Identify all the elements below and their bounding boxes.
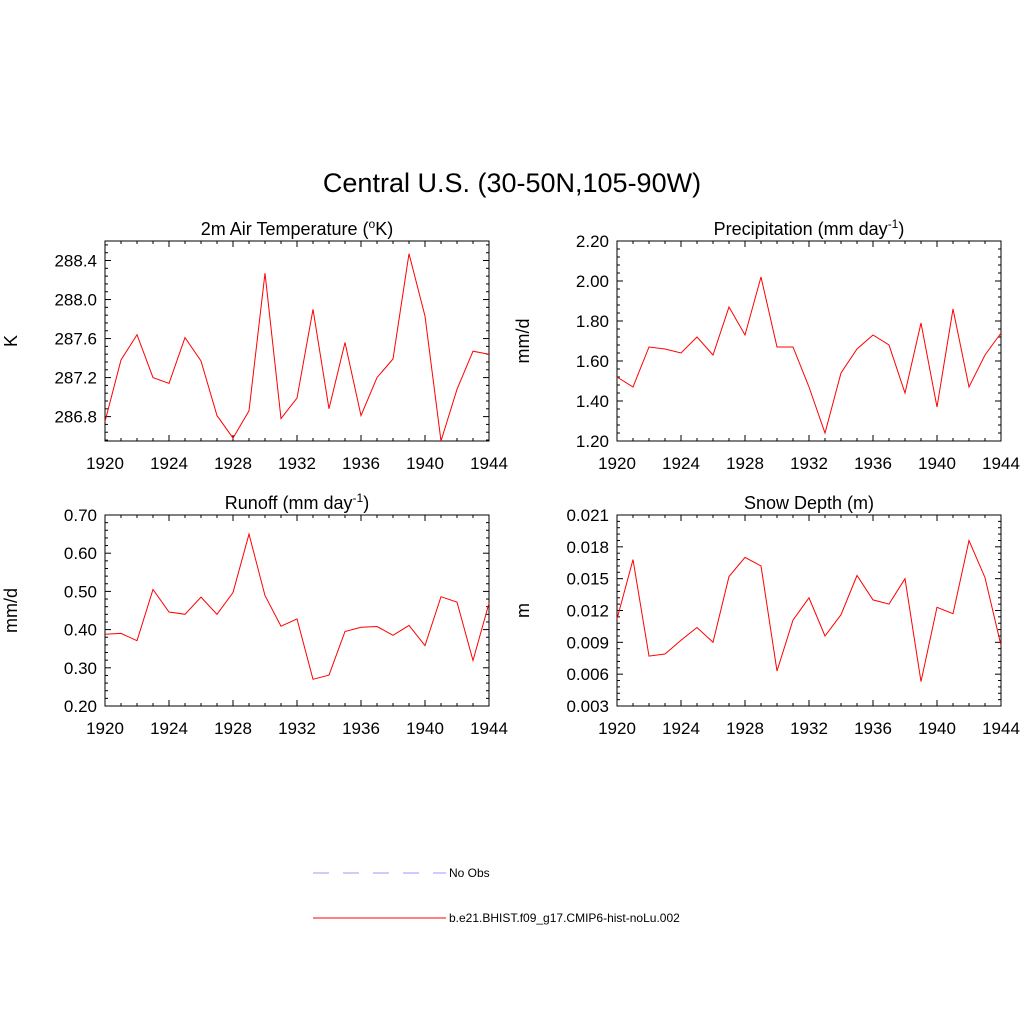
panel-title-superscript: -1 — [353, 491, 364, 505]
y-tick-label: 0.60 — [64, 544, 97, 563]
x-tick-label: 1936 — [342, 719, 380, 738]
panel-title-superscript: -1 — [888, 217, 899, 231]
y-tick-label: 1.60 — [576, 352, 609, 371]
y-axis-label: mm/d — [513, 319, 533, 364]
plot-frame — [104, 514, 490, 707]
y-tick-label: 1.20 — [576, 432, 609, 451]
panel-4: 1920 1924 1928 1932 1936 1940 1944 0.003 0.006 0.… — [513, 493, 1020, 738]
y-tick-label: 288.4 — [54, 252, 97, 271]
legend-label: No Obs — [449, 866, 490, 880]
x-tick-label: 1932 — [278, 454, 316, 473]
y-tick-label: 0.015 — [566, 570, 609, 589]
plot-frame — [616, 514, 1002, 707]
y-tick-label: 1.40 — [576, 392, 609, 411]
x-tick-label: 1924 — [150, 719, 188, 738]
y-tick-label: 287.6 — [54, 330, 97, 349]
y-axis-label: K — [1, 335, 21, 347]
y-tick-label: 2.20 — [576, 232, 609, 251]
panel-title-text: 2m Air Temperature ( — [201, 219, 369, 239]
y-tick-label: 286.8 — [54, 408, 97, 427]
panel-title-text: Snow Depth (m) — [744, 493, 874, 513]
y-tick-label: 2.00 — [576, 272, 609, 291]
x-tick-label: 1928 — [214, 719, 252, 738]
y-tick-label: 0.006 — [566, 665, 609, 684]
panel-title-text: Runoff (mm day — [225, 493, 353, 513]
series-line — [616, 276, 1002, 435]
panel-3: 1920 1924 1928 1932 1936 1940 1944 0.20 0.30 0.40… — [1, 491, 508, 738]
series-line — [104, 253, 490, 442]
x-tick-label: 1940 — [918, 719, 956, 738]
panel-title-text: Precipitation (mm day — [714, 219, 888, 239]
y-tick-label: 0.20 — [64, 697, 97, 716]
x-tick-label: 1928 — [726, 454, 764, 473]
x-tick-label: 1928 — [726, 719, 764, 738]
y-tick-label: 0.012 — [566, 602, 609, 621]
x-tick-label: 1928 — [214, 454, 252, 473]
x-tick-label: 1936 — [854, 719, 892, 738]
plot-frame — [104, 240, 490, 442]
x-tick-label: 1920 — [598, 719, 636, 738]
y-tick-label: 0.003 — [566, 697, 609, 716]
x-tick-label: 1940 — [406, 719, 444, 738]
x-tick-label: 1920 — [86, 454, 124, 473]
panel-title: 2m Air Temperature (oK) — [201, 217, 393, 239]
y-tick-label: 0.70 — [64, 506, 97, 525]
y-tick-label: 1.80 — [576, 312, 609, 331]
y-tick-label: 0.018 — [566, 538, 609, 557]
y-tick-label: 0.30 — [64, 659, 97, 678]
panel-title-suffix: ) — [363, 493, 369, 513]
panel-1: 1920 1924 1928 1932 1936 1940 1944 286.8 287.2 28… — [1, 217, 508, 473]
y-tick-label: 0.009 — [566, 633, 609, 652]
figure-title: Central U.S. (30-50N,105-90W) — [322, 168, 702, 198]
x-tick-label: 1936 — [342, 454, 380, 473]
y-tick-label: 0.021 — [566, 506, 609, 525]
x-tick-label: 1924 — [150, 454, 188, 473]
y-tick-label: 288.0 — [54, 291, 97, 310]
panel-title: Runoff (mm day-1) — [225, 491, 369, 513]
x-tick-label: 1936 — [854, 454, 892, 473]
x-tick-label: 1924 — [662, 454, 700, 473]
panel-title-superscript: o — [369, 217, 376, 231]
series-line — [104, 532, 490, 680]
panel-title: Precipitation (mm day-1) — [714, 217, 905, 239]
x-tick-label: 1944 — [982, 719, 1020, 738]
panel-title: Snow Depth (m) — [744, 493, 874, 513]
y-axis-label: m — [513, 603, 533, 618]
plot-frame — [616, 240, 1002, 442]
x-tick-label: 1940 — [406, 454, 444, 473]
x-tick-label: 1940 — [918, 454, 956, 473]
x-tick-label: 1944 — [470, 454, 508, 473]
x-tick-label: 1932 — [790, 719, 828, 738]
x-tick-label: 1924 — [662, 719, 700, 738]
y-axis-label: mm/d — [1, 588, 21, 633]
x-tick-label: 1932 — [790, 454, 828, 473]
panel-title-suffix: ) — [898, 219, 904, 239]
x-tick-label: 1944 — [982, 454, 1020, 473]
x-tick-label: 1944 — [470, 719, 508, 738]
x-tick-label: 1932 — [278, 719, 316, 738]
panel-title-suffix: K) — [375, 219, 393, 239]
y-tick-label: 0.40 — [64, 621, 97, 640]
series-line — [616, 538, 1002, 682]
panel-2: 1920 1924 1928 1932 1936 1940 1944 1.20 1.40 1.60… — [513, 217, 1020, 473]
y-tick-label: 287.2 — [54, 369, 97, 388]
legend-label: b.e21.BHIST.f09_g17.CMIP6-hist-noLu.002 — [449, 911, 680, 925]
x-tick-label: 1920 — [86, 719, 124, 738]
legend: No Obs b.e21.BHIST.f09_g17.CMIP6-hist-noL… — [313, 866, 680, 925]
x-tick-label: 1920 — [598, 454, 636, 473]
y-tick-label: 0.50 — [64, 582, 97, 601]
